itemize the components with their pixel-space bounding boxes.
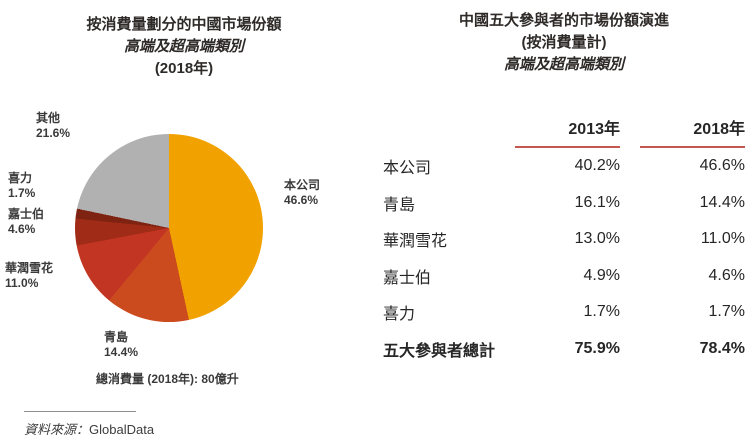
table-row: 本公司 40.2% 46.6% [383, 148, 745, 185]
source-label: 資料來源： [24, 422, 90, 437]
pie-label-company: 本公司 46.6% [284, 178, 320, 208]
source-value: GlobalData [89, 422, 155, 437]
row-label: 青島 [383, 196, 416, 214]
slice-value: 21.6% [36, 126, 71, 140]
slice-value: 1.7% [8, 186, 36, 200]
row-value-2013: 75.9% [574, 339, 620, 357]
source-note: 資料來源：GlobalData [24, 419, 154, 438]
pie-chart-title: 按消費量劃分的中國市場份額 高端及超高端類別 (2018年) [8, 14, 360, 80]
total-consumption-note: 總消費量 (2018年): 80億升 [96, 372, 239, 386]
table-row: 嘉士伯 4.9% 4.6% [383, 258, 745, 295]
row-label: 華潤雪花 [383, 233, 448, 251]
slice-value: 46.6% [284, 193, 319, 207]
table-header-row: 2013年 2018年 [383, 114, 745, 148]
pie-title-line2: 高端及超高端類別 [123, 38, 244, 55]
slice-value: 4.6% [8, 222, 36, 236]
row-label: 本公司 [383, 160, 432, 178]
row-label: 喜力 [383, 306, 416, 324]
table-title: 中國五大參與者的市場份額演進 (按消費量計) 高端及超高端類別 [383, 10, 745, 76]
row-value-2018: 14.4% [699, 193, 745, 211]
table-title-line2: (按消費量計) [521, 34, 607, 51]
row-label: 嘉士伯 [383, 269, 432, 287]
slice-name: 其他 [36, 111, 61, 125]
row-value-2013: 4.9% [583, 266, 620, 284]
slice-name: 華潤雪花 [5, 261, 54, 275]
column-header-2018: 2018年 [640, 115, 745, 148]
row-value-2013: 16.1% [574, 193, 620, 211]
row-value-2013: 1.7% [583, 303, 620, 321]
row-value-2018: 46.6% [699, 157, 745, 175]
slice-name: 青島 [104, 330, 129, 344]
slice-name: 喜力 [8, 171, 33, 185]
row-value-2013: 40.2% [574, 157, 620, 175]
pie-title-line3: (2018年) [154, 60, 214, 77]
slice-name: 嘉士伯 [8, 207, 45, 221]
slice-name: 本公司 [284, 178, 321, 192]
row-value-2018: 4.6% [708, 266, 745, 284]
table-total-row: 五大參與者總計 75.9% 78.4% [383, 331, 745, 368]
table-title-line1: 中國五大參與者的市場份額演進 [458, 12, 669, 29]
row-label: 五大參與者總計 [383, 342, 496, 360]
column-header-2013: 2013年 [515, 115, 620, 148]
pie-chart [75, 134, 263, 322]
table-row: 青島 16.1% 14.4% [383, 185, 745, 222]
table-title-line3: 高端及超高端類別 [503, 56, 624, 73]
slice-value: 11.0% [5, 276, 39, 290]
row-value-2018: 78.4% [699, 339, 745, 357]
pie-label-carlsberg: 嘉士伯 4.6% [8, 207, 44, 237]
market-share-table: 2013年 2018年 本公司 40.2% 46.6% 青島 16.1% 14.… [383, 114, 745, 367]
source-divider [24, 411, 136, 412]
table-row: 華潤雪花 13.0% 11.0% [383, 221, 745, 258]
row-value-2013: 13.0% [574, 230, 620, 248]
slice-value: 14.4% [104, 345, 139, 359]
pie-label-heineken: 喜力 1.7% [8, 171, 35, 201]
pie-label-others: 其他 21.6% [36, 111, 70, 141]
row-value-2018: 1.7% [708, 303, 745, 321]
pie-label-snow: 華潤雪花 11.0% [5, 261, 53, 291]
pie-label-tsingtao: 青島 14.4% [104, 330, 138, 360]
pie-title-line1: 按消費量劃分的中國市場份額 [86, 16, 282, 33]
table-row: 喜力 1.7% 1.7% [383, 294, 745, 331]
row-value-2018: 11.0% [700, 230, 745, 248]
